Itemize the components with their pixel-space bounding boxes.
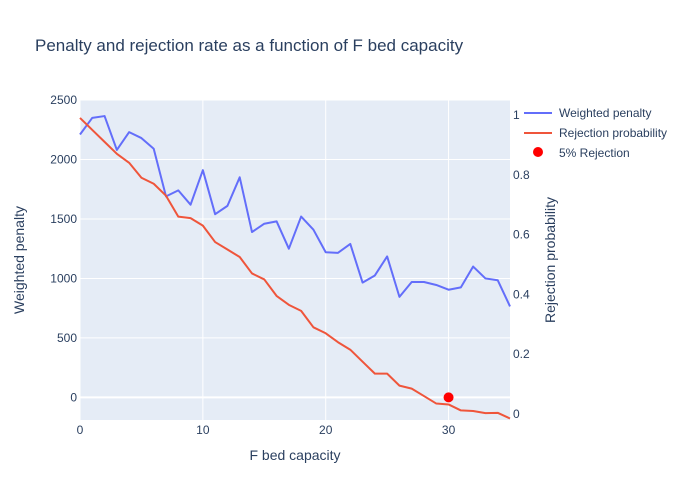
legend-item-5-percent-rejection[interactable]: 5% Rejection — [533, 146, 630, 160]
legend-label-5-percent-rejection: 5% Rejection — [559, 146, 630, 160]
y-left-tick-label: 2000 — [50, 152, 77, 166]
grid — [79, 99, 510, 420]
y-left-tick-label: 1000 — [50, 271, 77, 285]
x-axis-title: F bed capacity — [249, 447, 340, 463]
weighted-penalty-line[interactable] — [79, 115, 511, 307]
legend-label-weighted-penalty: Weighted penalty — [559, 106, 652, 120]
y-right-tick-label: 1 — [513, 108, 520, 122]
marker-5-percent-rejection[interactable] — [443, 392, 454, 403]
y-right-tick-label: 0.8 — [513, 168, 530, 182]
x-tick-label: 10 — [196, 423, 210, 437]
legend: Weighted penalty Rejection probability 5… — [524, 106, 667, 160]
x-tick-label: 0 — [77, 423, 84, 437]
chart-title: Penalty and rejection rate as a function… — [35, 36, 464, 55]
y-left-tick-label: 1500 — [50, 212, 77, 226]
y-left-tick-label: 0 — [70, 390, 77, 404]
series-layer — [79, 115, 511, 420]
y-left-tick-label: 2500 — [50, 93, 77, 107]
legend-label-rejection-probability: Rejection probability — [559, 126, 667, 140]
x-tick-labels: 0 10 20 30 — [77, 423, 456, 437]
y-left-tick-labels: 0 500 1000 1500 2000 2500 — [50, 93, 77, 404]
y-right-tick-labels: 0 0.2 0.4 0.6 0.8 1 — [513, 108, 530, 421]
plot-area — [80, 100, 510, 420]
rejection-probability-line[interactable] — [79, 117, 511, 420]
y-right-tick-label: 0.2 — [513, 347, 530, 361]
y-left-tick-label: 500 — [57, 331, 77, 345]
y-right-tick-label: 0 — [513, 407, 520, 421]
legend-swatch-5-percent-rejection — [533, 147, 543, 157]
y-right-tick-label: 0.4 — [513, 287, 530, 301]
x-tick-label: 20 — [319, 423, 333, 437]
y-right-axis-title: Rejection probability — [542, 197, 558, 323]
y-right-tick-label: 0.6 — [513, 228, 530, 242]
legend-item-weighted-penalty[interactable]: Weighted penalty — [524, 106, 652, 120]
x-tick-label: 30 — [442, 423, 456, 437]
legend-item-rejection-probability[interactable]: Rejection probability — [524, 126, 667, 140]
y-left-axis-title: Weighted penalty — [11, 206, 27, 314]
